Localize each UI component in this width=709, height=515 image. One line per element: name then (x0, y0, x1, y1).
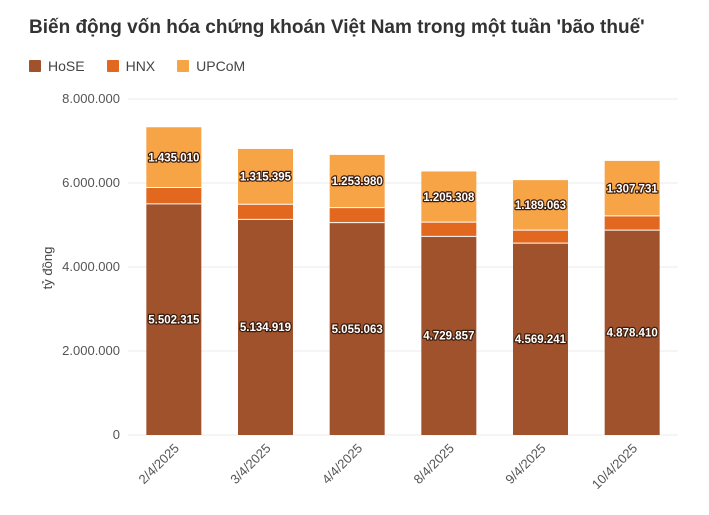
bars (146, 127, 660, 435)
x-tick-label: 4/4/2025 (319, 441, 365, 487)
legend-item-hose[interactable]: HoSE (29, 58, 85, 74)
bar-segment-hnx[interactable] (238, 204, 293, 220)
chart-title: Biến động vốn hóa chứng khoán Việt Nam t… (29, 17, 645, 38)
data-label-upcom: 1.189.063 (515, 200, 566, 212)
legend-label-hose: HoSE (48, 58, 85, 74)
legend-swatch-hnx (106, 60, 119, 72)
x-tick-label: 3/4/2025 (227, 441, 273, 487)
y-axis: 0 2.000.000 4.000.000 6.000.000 8.000.000 (62, 91, 120, 442)
bar-segment-hnx[interactable] (329, 207, 385, 223)
data-label-hose: 4.878.410 (607, 328, 658, 340)
x-axis: 2/4/2025 3/4/2025 4/4/2025 8/4/2025 9/4/2025… (136, 441, 641, 493)
bar-segment-upcom[interactable] (329, 154, 385, 208)
x-tick-label: 9/4/2025 (502, 441, 548, 487)
legend: HoSE HNX UPCoM (29, 58, 245, 74)
data-label-hose: 4.569.241 (515, 334, 567, 346)
y-tick-label: 2.000.000 (62, 343, 120, 358)
bar-segment-hose[interactable] (238, 219, 293, 435)
grid (128, 98, 678, 436)
bar-segment-hose[interactable] (513, 243, 568, 435)
y-tick-label: 8.000.000 (62, 91, 120, 106)
y-axis-label: tỷ đồng (40, 247, 55, 290)
bar-segment-hose[interactable] (421, 236, 477, 435)
data-label-hose: 5.055.063 (332, 324, 383, 336)
data-label-upcom: 1.435.010 (148, 152, 199, 164)
bar-segment-hnx[interactable] (513, 230, 568, 244)
legend-label-upcom: UPCoM (196, 58, 246, 74)
bar-segment-upcom[interactable] (421, 171, 477, 223)
data-labels: 5.502.315 1.435.010 5.134.919 1.315.395 5.05… (147, 151, 659, 347)
data-label-upcom: 1.315.395 (240, 172, 292, 184)
data-label-upcom: 1.253.980 (332, 176, 383, 188)
data-label-upcom: 1.205.308 (423, 192, 475, 204)
y-tick-label: 6.000.000 (62, 175, 120, 190)
y-tick-label: 4.000.000 (62, 259, 120, 274)
bar-segment-hose[interactable] (329, 222, 385, 435)
bar-segment-upcom[interactable] (513, 180, 568, 231)
data-label-upcom: 1.307.731 (607, 183, 659, 195)
legend-swatch-upcom (177, 60, 190, 72)
bar-segment-hnx[interactable] (421, 222, 477, 237)
data-label-hose: 5.502.315 (148, 314, 200, 326)
legend-label-hnx: HNX (125, 58, 156, 74)
y-tick-label: 0 (113, 427, 120, 442)
legend-swatch-hose (29, 60, 41, 72)
bar-segment-hose[interactable] (604, 230, 660, 435)
legend-item-upcom[interactable]: UPCoM (177, 58, 245, 74)
data-label-hose: 5.134.919 (240, 322, 291, 334)
x-tick-label: 2/4/2025 (136, 441, 182, 487)
bar-segment-upcom[interactable] (604, 160, 660, 216)
x-tick-label: 8/4/2025 (411, 441, 457, 487)
data-label-hose: 4.729.857 (423, 331, 474, 343)
bar-segment-upcom[interactable] (238, 148, 293, 205)
bar-segment-hnx[interactable] (146, 187, 202, 204)
legend-item-hnx[interactable]: HNX (106, 58, 156, 74)
x-tick-label: 10/4/2025 (589, 441, 641, 493)
bar-segment-hnx[interactable] (604, 215, 660, 231)
bar-segment-upcom[interactable] (146, 127, 202, 188)
bar-segment-hose[interactable] (146, 203, 202, 435)
